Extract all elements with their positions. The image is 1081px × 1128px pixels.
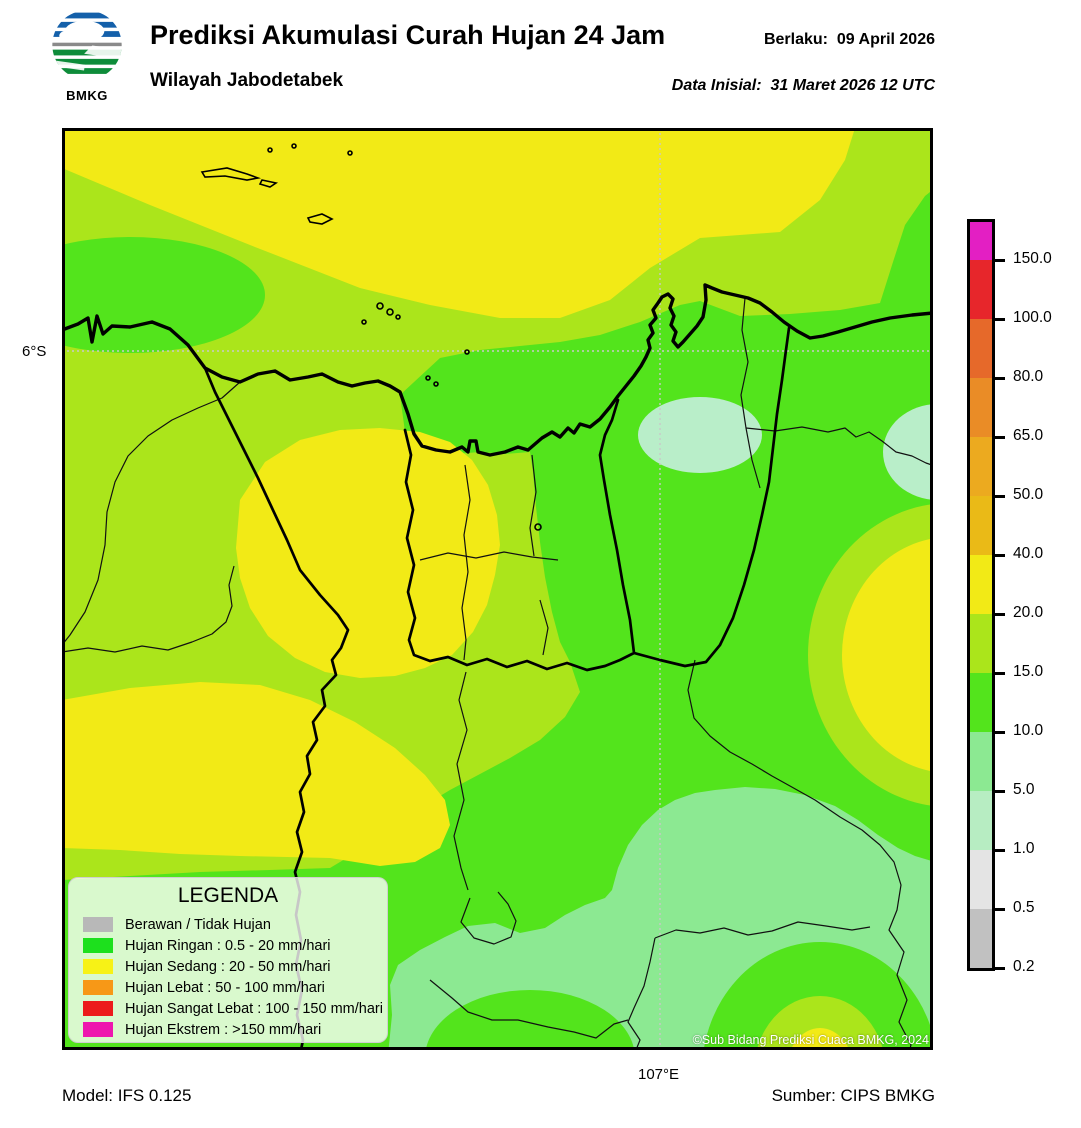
colorbar-tick <box>992 376 1005 380</box>
colorbar-segment-80-100 <box>970 319 992 378</box>
colorbar-segment-gt-150 <box>970 222 992 260</box>
regency-boundaries <box>62 297 933 1050</box>
legend-item-hujan-sedang: Hujan Sedang : 20 - 50 mm/hari <box>83 956 387 977</box>
colorbar-segment-0.2-0.5 <box>970 909 992 968</box>
contour-green-bottom-blob <box>425 990 635 1050</box>
colorbar-tick <box>992 435 1005 439</box>
page-title: Prediksi Akumulasi Curah Hujan 24 Jam <box>150 20 666 50</box>
init-date: Data Inisial: 31 Maret 2026 12 UTC <box>672 77 935 95</box>
islands <box>200 143 542 531</box>
contour-bullseye-green <box>703 942 933 1050</box>
colorbar-tick-label: 65.0 <box>1013 427 1044 444</box>
bmkg-logo-icon <box>52 10 122 80</box>
legend-item-hujan-lebat: Hujan Lebat : 50 - 100 mm/hari <box>83 977 387 998</box>
legend-label: Hujan Sangat Lebat : 100 - 150 mm/hari <box>125 1000 383 1017</box>
page-subtitle: Wilayah Jabodetabek <box>150 70 344 91</box>
legend-label: Berawan / Tidak Hujan <box>125 916 271 933</box>
colorbar-tick-label: 150.0 <box>1013 250 1052 267</box>
init-date-value: 31 Maret 2026 12 UTC <box>770 77 935 94</box>
colorbar-tick-label: 5.0 <box>1013 781 1035 798</box>
legend-swatch-hujan-ekstrem <box>83 1022 113 1037</box>
colorbar-tick <box>992 730 1005 734</box>
colorbar-segment-10-15 <box>970 673 992 732</box>
colorbar-segment-65-80 <box>970 378 992 437</box>
contour-pale-east-blob <box>883 404 933 500</box>
colorbar-tick-label: 100.0 <box>1013 309 1052 326</box>
colorbar-segment-1-5 <box>970 791 992 850</box>
legend-swatch-hujan-sedang <box>83 959 113 974</box>
coastline <box>62 283 933 457</box>
colorbar: 150.0 100.0 80.0 65.0 50.0 40.0 20.0 15.0 10.0 5.… <box>967 219 1077 979</box>
colorbar-segment-40-50 <box>970 496 992 555</box>
colorbar-tick-label: 50.0 <box>1013 486 1044 503</box>
legend-swatch-berawan <box>83 917 113 932</box>
colorbar-tick-label: 40.0 <box>1013 545 1044 562</box>
contour-bullseye-yellowgreen <box>756 996 884 1050</box>
latitude-label: 6°S <box>22 343 47 360</box>
boundary-jakarta <box>403 398 636 672</box>
colorbar-tick-label: 1.0 <box>1013 840 1035 857</box>
bmkg-logo-text: BMKG <box>66 88 108 103</box>
bmkg-logo: BMKG <box>50 8 124 103</box>
legend-swatch-hujan-lebat <box>83 980 113 995</box>
colorbar-segment-50-65 <box>970 437 992 496</box>
legend-item-berawan: Berawan / Tidak Hujan <box>83 914 387 935</box>
legend-item-hujan-ekstrem: Hujan Ekstrem : >150 mm/hari <box>83 1019 387 1040</box>
rainfall-contour-map <box>62 128 933 1050</box>
valid-date-value: 09 April 2026 <box>836 31 935 48</box>
colorbar-tick <box>992 612 1005 616</box>
contour-bullseye-yellow <box>790 1028 850 1050</box>
contour-yellow-north-sea <box>62 128 855 318</box>
valid-date-label: Berlaku: <box>763 31 828 48</box>
colorbar-tick-label: 80.0 <box>1013 368 1044 385</box>
graticule <box>62 128 933 1050</box>
legend-title: LEGENDA <box>177 884 279 907</box>
contour-green-west-sea <box>62 237 265 353</box>
map-copyright: ©Sub Bidang Prediksi Cuaca BMKG, 2024 <box>692 1033 929 1047</box>
boundary-east <box>632 326 791 668</box>
colorbar-tick <box>992 494 1005 498</box>
colorbar-segment-5-10 <box>970 732 992 791</box>
footer-source: Sumber: CIPS BMKG <box>771 1086 935 1105</box>
colorbar-segment-20-40 <box>970 555 992 614</box>
colorbar-tick-label: 10.0 <box>1013 722 1044 739</box>
legend-swatch-hujan-sangat-lebat <box>83 1001 113 1016</box>
longitude-label: 107°E <box>638 1066 680 1083</box>
footer-model: Model: IFS 0.125 <box>62 1086 192 1105</box>
colorbar-tick-label: 0.5 <box>1013 899 1035 916</box>
colorbar-tick-label: 15.0 <box>1013 663 1044 680</box>
valid-date: Berlaku: 09 April 2026 <box>764 31 935 49</box>
colorbar-tick <box>992 907 1005 911</box>
legend-label: Hujan Ringan : 0.5 - 20 mm/hari <box>125 937 331 954</box>
colorbar-tick <box>992 671 1005 675</box>
colorbar-ramp <box>967 219 995 971</box>
legend-label: Hujan Sedang : 20 - 50 mm/hari <box>125 958 331 975</box>
colorbar-tick <box>992 966 1005 970</box>
legend-label: Hujan Ekstrem : >150 mm/hari <box>125 1021 322 1038</box>
legend-rows: Berawan / Tidak Hujan Hujan Ringan : 0.5 … <box>83 914 387 1040</box>
colorbar-segment-0.5-1 <box>970 850 992 909</box>
colorbar-segment-15-20 <box>970 614 992 673</box>
contour-yellow-central-blob <box>236 428 500 678</box>
colorbar-tick <box>992 258 1005 262</box>
contour-east-lobe-yellow <box>842 538 933 772</box>
legend-item-hujan-ringan: Hujan Ringan : 0.5 - 20 mm/hari <box>83 935 387 956</box>
colorbar-segment-100-150 <box>970 260 992 319</box>
init-date-label: Data Inisial: <box>671 77 762 94</box>
colorbar-tick-label: 0.2 <box>1013 958 1035 975</box>
contour-yellow-southwest-band <box>62 682 450 866</box>
colorbar-tick <box>992 317 1005 321</box>
contour-pale-bay-blob <box>638 397 762 473</box>
legend-item-hujan-sangat-lebat: Hujan Sangat Lebat : 100 - 150 mm/hari <box>83 998 387 1019</box>
colorbar-tick-label: 20.0 <box>1013 604 1044 621</box>
legend-label: Hujan Lebat : 50 - 100 mm/hari <box>125 979 325 996</box>
legend-swatch-hujan-ringan <box>83 938 113 953</box>
colorbar-tick <box>992 553 1005 557</box>
colorbar-tick <box>992 789 1005 793</box>
legend-box: LEGENDA Berawan / Tidak Hujan Hujan Ringa… <box>68 877 388 1043</box>
colorbar-tick <box>992 848 1005 852</box>
